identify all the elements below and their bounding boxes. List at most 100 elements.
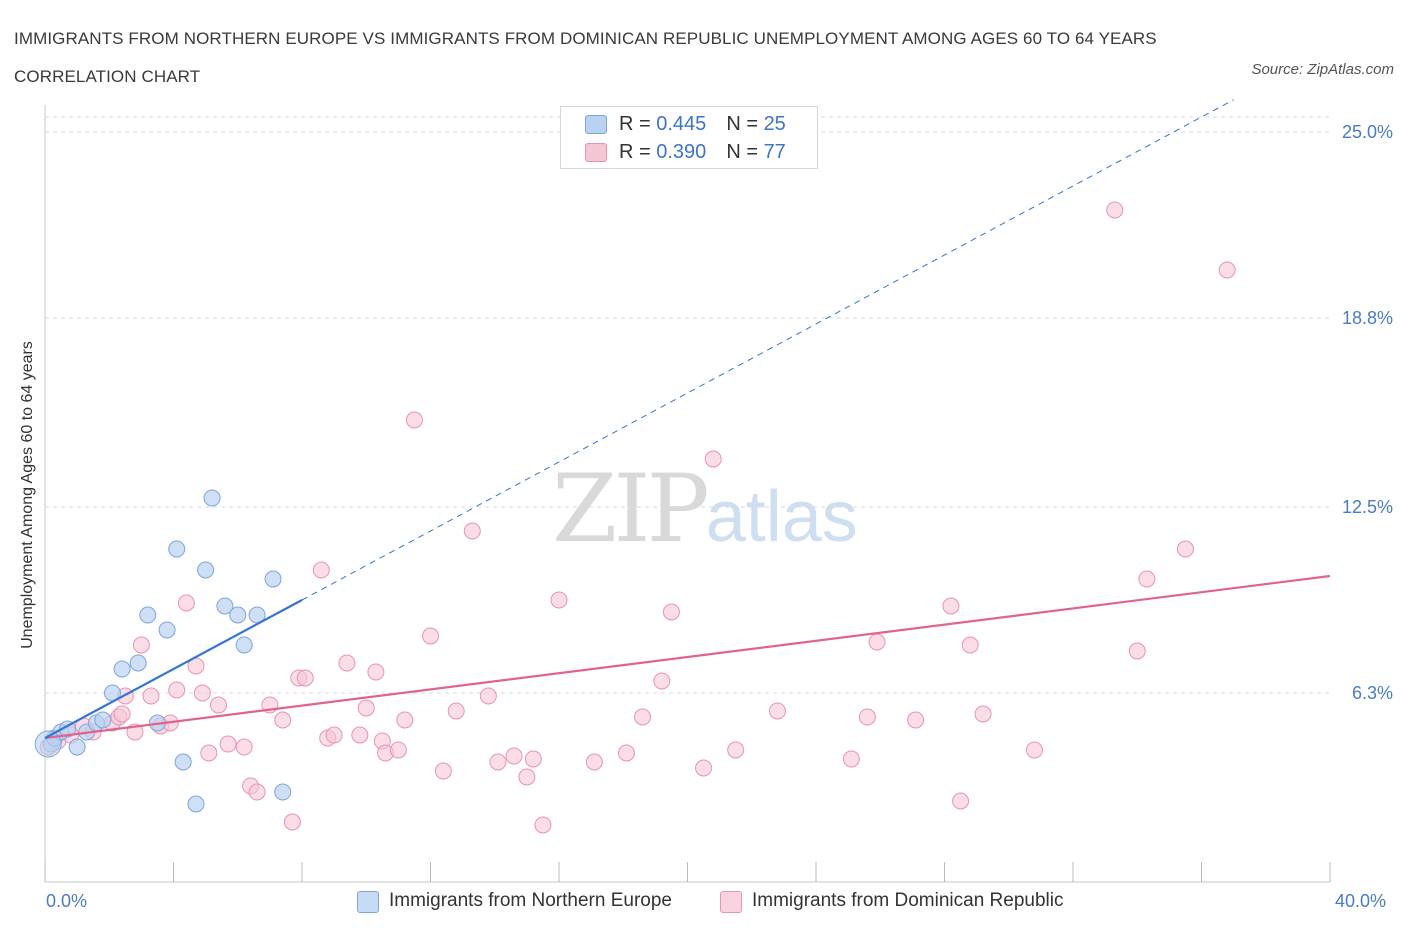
point-northern-europe — [139, 606, 157, 624]
point-dominican-republic — [489, 753, 507, 771]
point-dominican-republic — [177, 594, 195, 612]
point-dominican-republic — [219, 735, 237, 753]
legend-swatch-pink — [720, 891, 742, 913]
point-dominican-republic — [518, 768, 536, 786]
point-dominican-republic — [727, 741, 745, 759]
point-dominican-republic — [248, 783, 266, 801]
y-tick-label: 6.3% — [1352, 683, 1393, 703]
n-value: 77 — [763, 141, 786, 163]
point-dominican-republic — [463, 522, 481, 540]
point-northern-europe — [229, 606, 247, 624]
point-dominican-republic — [695, 759, 713, 777]
r-label: R = — [619, 141, 657, 163]
point-dominican-republic — [351, 726, 369, 744]
point-dominican-republic — [283, 813, 301, 831]
point-dominican-republic — [952, 792, 970, 810]
point-dominican-republic — [434, 762, 452, 780]
trendline-dominican-republic — [44, 574, 1331, 740]
x-tick-label-max: 40.0% — [1335, 891, 1387, 911]
point-dominican-republic — [907, 711, 925, 729]
point-dominican-republic — [193, 684, 211, 702]
chart-title: IMMIGRANTS FROM NORTHERN EUROPE VS IMMIG… — [14, 29, 1157, 86]
point-dominican-republic — [357, 699, 375, 717]
legend-swatch-blue — [357, 891, 379, 913]
point-dominican-republic — [1138, 570, 1156, 588]
point-northern-europe — [187, 795, 205, 813]
point-dominican-republic — [858, 708, 876, 726]
watermark-atlas: atlas — [705, 477, 858, 557]
legend-label: Immigrants from Dominican Republic — [752, 890, 1064, 911]
trendline-northern-europe-extension — [301, 99, 1234, 601]
point-dominican-republic — [868, 633, 886, 651]
point-northern-europe — [203, 489, 221, 507]
point-dominican-republic — [961, 636, 979, 654]
point-dominican-republic — [1128, 642, 1146, 660]
point-northern-europe — [174, 753, 192, 771]
point-northern-europe — [216, 597, 234, 615]
point-dominican-republic — [405, 411, 423, 429]
point-dominican-republic — [585, 753, 603, 771]
point-dominican-republic — [168, 681, 186, 699]
point-dominican-republic — [389, 741, 407, 759]
point-northern-europe — [129, 654, 147, 672]
point-dominican-republic — [662, 603, 680, 621]
point-dominican-republic — [447, 702, 465, 720]
point-northern-europe — [197, 561, 215, 579]
source-label: Source: ZipAtlas.com — [1251, 61, 1394, 78]
point-dominican-republic — [235, 738, 253, 756]
r-value: 0.445 — [656, 113, 707, 135]
point-dominican-republic — [704, 450, 722, 468]
point-dominican-republic — [296, 669, 314, 687]
point-dominican-republic — [325, 726, 343, 744]
point-dominican-republic — [768, 702, 786, 720]
trendline-northern-europe — [44, 599, 303, 739]
point-northern-europe — [235, 636, 253, 654]
point-dominican-republic — [274, 711, 292, 729]
point-dominican-republic — [1176, 540, 1194, 558]
point-dominican-republic — [524, 750, 542, 768]
point-dominican-republic — [617, 744, 635, 762]
y-tick-label: 18.8% — [1342, 308, 1393, 328]
point-northern-europe — [94, 711, 112, 729]
point-northern-europe — [68, 738, 86, 756]
legend-swatch-pink — [585, 143, 607, 162]
point-dominican-republic — [653, 672, 671, 690]
point-northern-europe-cluster — [34, 730, 62, 758]
point-dominican-republic — [1106, 201, 1124, 219]
point-dominican-republic — [396, 711, 414, 729]
n-label: N = — [726, 141, 764, 163]
correlation-legend: R = 0.445 N = 25 R = 0.390 N = 77 — [560, 106, 818, 169]
y-tick-label: 12.5% — [1342, 497, 1393, 517]
point-dominican-republic — [505, 747, 523, 765]
point-dominican-republic — [634, 708, 652, 726]
point-northern-europe — [264, 570, 282, 588]
point-dominican-republic — [942, 597, 960, 615]
n-value: 25 — [763, 113, 786, 135]
point-dominican-republic — [974, 705, 992, 723]
point-dominican-republic — [367, 663, 385, 681]
point-dominican-republic — [422, 627, 439, 645]
point-dominican-republic — [312, 561, 330, 579]
y-tick-label: 25.0% — [1342, 122, 1393, 142]
point-northern-europe — [168, 540, 186, 558]
x-tick-label-min: 0.0% — [46, 891, 88, 911]
point-dominican-republic — [842, 750, 860, 768]
watermark: ZIPatlas — [552, 455, 858, 564]
point-dominican-republic — [209, 696, 227, 714]
n-label: N = — [726, 113, 764, 135]
r-value: 0.390 — [656, 141, 707, 163]
point-dominican-republic — [132, 636, 150, 654]
point-dominican-republic — [550, 591, 568, 609]
point-dominican-republic — [1218, 261, 1236, 279]
point-dominican-republic — [113, 705, 131, 723]
point-dominican-republic — [338, 654, 356, 672]
legend-swatch-blue — [585, 115, 607, 134]
point-northern-europe — [113, 660, 131, 678]
r-label: R = — [619, 113, 657, 135]
point-dominican-republic — [534, 816, 552, 834]
point-dominican-republic — [142, 687, 160, 705]
point-northern-europe — [274, 783, 292, 801]
point-dominican-republic — [479, 687, 497, 705]
watermark-zip: ZIP — [552, 455, 710, 564]
